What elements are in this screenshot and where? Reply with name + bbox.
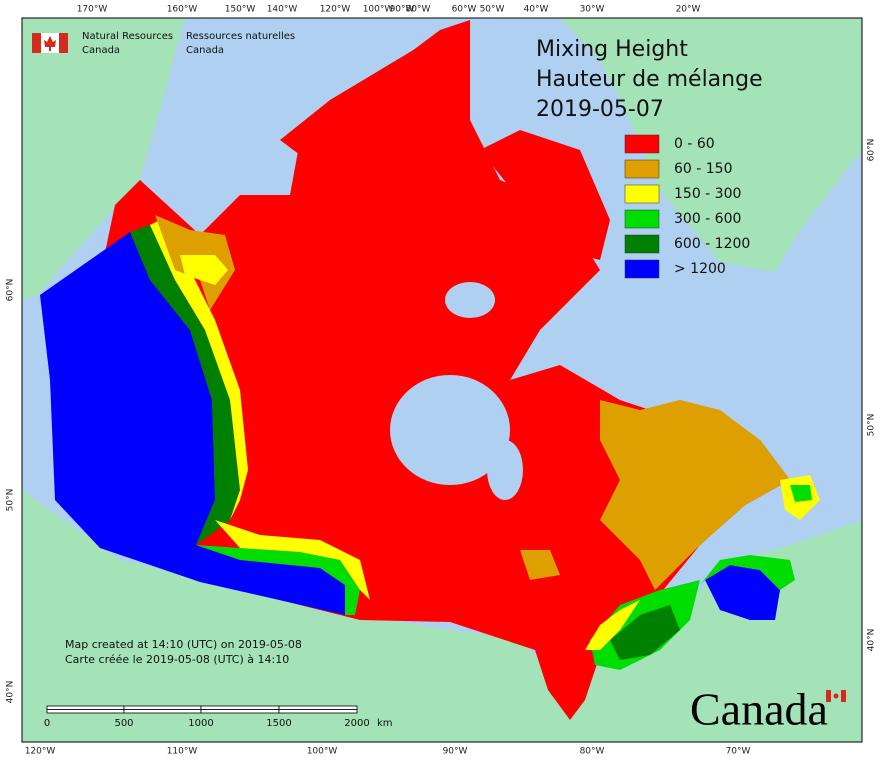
legend-swatch <box>624 209 660 229</box>
legend-label: 60 - 150 <box>674 161 733 177</box>
scale-label: 500 <box>114 718 133 729</box>
bottom-axis-label: 90°W <box>443 747 468 757</box>
legend-label: 0 - 60 <box>674 136 715 152</box>
legend-label: 300 - 600 <box>674 211 741 227</box>
bottom-axis-label: 120°W <box>25 747 56 757</box>
top-axis-label: 30°W <box>580 5 605 15</box>
top-axis-label: 90°W <box>390 5 415 15</box>
legend-label: 150 - 300 <box>674 186 741 202</box>
alaska <box>22 18 185 300</box>
wordmark: Canada <box>690 684 828 735</box>
wordmark-flag-right <box>841 690 846 702</box>
scale-label: 0 <box>44 718 50 729</box>
legend-swatch <box>624 184 660 204</box>
zone-blue-bc <box>40 232 345 615</box>
hudson-bay <box>390 375 510 485</box>
arctic-islands <box>280 20 470 170</box>
wordmark-flag-left <box>826 690 831 702</box>
scale-segment <box>123 705 202 710</box>
legend-swatch <box>624 259 660 279</box>
top-axis-label: 160°W <box>167 5 198 15</box>
bottom-axis-label: 80°W <box>580 747 605 757</box>
map-note: Carte créée le 2019-05-08 (UTC) à 14:10 <box>65 653 289 666</box>
foxe-basin <box>445 282 495 318</box>
left-axis-label: 40°N <box>6 681 16 704</box>
zone-darkgreen-south <box>610 605 680 660</box>
zone-yellow-yukon <box>180 255 228 285</box>
map-title: 2019-05-07 <box>536 97 664 122</box>
bottom-axis-label: 100°W <box>307 747 338 757</box>
legend-swatch <box>624 134 660 154</box>
wordmark-flag-leaf <box>833 693 839 699</box>
zone-orange-quebec <box>600 400 790 590</box>
scale-label: 1500 <box>266 718 291 729</box>
scale-label: 1000 <box>188 718 213 729</box>
usa <box>22 490 862 742</box>
zone-blue-maritimes <box>705 565 780 620</box>
top-axis-label: 60°W <box>452 5 477 15</box>
agency-text: Canada <box>82 45 120 56</box>
legend-swatch <box>624 234 660 254</box>
legend-label: > 1200 <box>674 261 726 277</box>
scale-segment <box>200 709 280 714</box>
legend-swatch <box>624 159 660 179</box>
right-axis-label: 60°N <box>867 139 877 162</box>
james-bay <box>487 440 523 500</box>
agency-text: Natural Resources <box>82 31 173 42</box>
top-axis-label: 150°W <box>225 5 256 15</box>
map-title: Hauteur de mélange <box>536 67 763 92</box>
left-axis-label: 60°N <box>6 279 16 302</box>
right-axis-label: 40°N <box>867 629 877 652</box>
top-axis-label: 100°W <box>363 5 394 15</box>
map-title: Mixing Height <box>536 37 688 62</box>
legend-label: 600 - 1200 <box>674 236 750 252</box>
zone-orange-ontario <box>520 550 560 580</box>
scale-segment <box>278 705 358 710</box>
top-axis-label: 170°W <box>77 5 108 15</box>
flag-right <box>59 33 68 53</box>
map-note: Map created at 14:10 (UTC) on 2019-05-08 <box>65 638 302 651</box>
agency-text: Ressources naturelles <box>186 31 295 42</box>
scale-segment <box>46 709 125 714</box>
zone-green-nfld <box>790 485 812 502</box>
right-axis-label: 50°N <box>867 414 877 437</box>
zone-green-bc <box>130 225 240 545</box>
scale-segment <box>46 705 125 710</box>
scale-segment <box>200 705 280 710</box>
scale-segment <box>123 709 202 714</box>
flag-left <box>32 33 41 53</box>
scale-unit: km <box>377 718 393 729</box>
bottom-axis-label: 110°W <box>167 747 198 757</box>
top-axis-label: 140°W <box>267 5 298 15</box>
top-axis-label: 40°W <box>524 5 549 15</box>
zone-green-maritimes <box>700 555 795 590</box>
iceland-coast <box>800 20 845 70</box>
scale-label: 2000 <box>344 718 369 729</box>
top-axis-label: 50°W <box>480 5 505 15</box>
flag-leaf <box>44 36 56 51</box>
frame <box>21 17 863 743</box>
bottom-axis-label: 70°W <box>726 747 751 757</box>
agency-text: Canada <box>186 45 224 56</box>
baffin <box>480 130 610 260</box>
left-axis-label: 50°N <box>6 489 16 512</box>
zone-yellow-south <box>585 600 640 650</box>
greenland <box>560 18 862 272</box>
zone-yellow-prairie <box>215 520 370 600</box>
top-axis-label: 120°W <box>320 5 351 15</box>
top-axis-label: 80°W <box>406 5 431 15</box>
scale-segment <box>278 709 358 714</box>
top-axis-label: 20°W <box>676 5 701 15</box>
zone-green-prairie <box>196 545 360 615</box>
zone-yellow-bc <box>150 220 248 520</box>
